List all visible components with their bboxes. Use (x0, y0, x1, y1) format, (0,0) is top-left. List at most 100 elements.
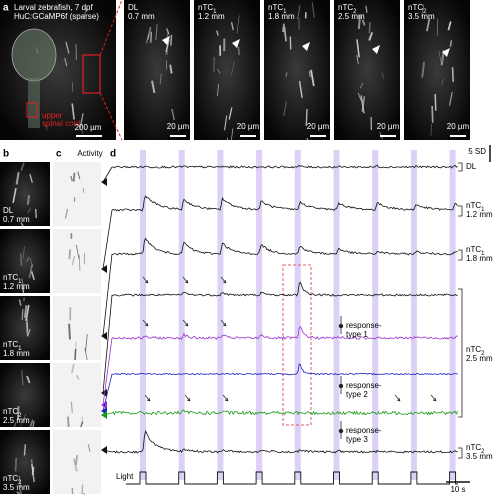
neurite (297, 5, 301, 20)
overview-title: HuC:GCaMP6f (sparse) (14, 12, 99, 21)
label-depth: 3.5 mm (3, 483, 30, 492)
neurite (305, 108, 308, 126)
neurite (381, 72, 384, 79)
pointer (144, 394, 151, 402)
neurite (283, 101, 287, 117)
neurite (224, 115, 228, 131)
pointer (182, 319, 189, 327)
brain-outline (11, 28, 57, 82)
neurite (75, 244, 80, 260)
response-dot (338, 383, 344, 389)
connector-head (101, 401, 107, 409)
neurite (18, 475, 22, 489)
connector (102, 253, 113, 337)
neurite (75, 454, 79, 465)
connector-head (101, 178, 107, 186)
micrograph (124, 0, 190, 140)
response-type: type 1 (346, 330, 368, 339)
neurite (308, 70, 311, 77)
connector (102, 337, 113, 406)
neurite (361, 19, 366, 26)
label-name-text: nTC (466, 345, 481, 354)
neurite (285, 72, 288, 78)
trace (111, 430, 458, 454)
roi-label: upper (42, 111, 63, 120)
micrograph (53, 162, 101, 226)
neurite (451, 67, 454, 82)
connector (102, 209, 113, 270)
neurite (236, 15, 240, 34)
neurite (30, 271, 35, 280)
label-sub: 1 (213, 9, 217, 15)
neurite (16, 405, 20, 421)
label-name-text: nTC (3, 273, 18, 282)
panel-label: c (56, 149, 62, 160)
neurite (22, 246, 25, 259)
connector (102, 294, 113, 394)
pointer (142, 319, 149, 327)
neurite (230, 21, 234, 31)
neurite (82, 187, 85, 193)
label-name: nTC2 (3, 407, 22, 418)
neurite (310, 69, 315, 87)
neurite (421, 4, 425, 17)
neurite (150, 31, 153, 43)
label-name: DL (3, 206, 14, 215)
neurite (70, 401, 74, 413)
neurite (228, 107, 233, 120)
connector-head (101, 446, 107, 454)
neurite (70, 175, 73, 182)
neurite (356, 39, 360, 58)
stimulus-band (372, 150, 379, 480)
label-sub: 2 (423, 9, 427, 15)
panel-label: a (3, 3, 9, 14)
pointer (220, 319, 227, 327)
connector-head (101, 265, 107, 273)
highlight-box (282, 264, 312, 426)
label-sub: 1 (18, 346, 22, 352)
scale-label: 200 µm (75, 123, 102, 132)
neurite (12, 187, 17, 204)
bracket (458, 447, 463, 459)
label-depth: 1.8 mm (268, 12, 295, 21)
label-depth: 3.5 mm (408, 12, 435, 21)
response-type: response- (346, 321, 382, 330)
label-name-text: nTC (3, 340, 18, 349)
connector (102, 166, 113, 183)
label-depth: 2.5 mm (338, 12, 365, 21)
neurite (76, 375, 79, 380)
label-depth: 0.7 mm (3, 215, 30, 224)
stimulus-band (256, 150, 263, 480)
trace (111, 363, 458, 376)
neurite (226, 137, 229, 141)
neurite (14, 457, 18, 472)
stimulus-band (410, 150, 417, 480)
label-depth: 1.2 mm (466, 210, 493, 219)
neurite (21, 309, 24, 320)
label-name-text: nTC (268, 3, 283, 12)
trace (111, 237, 458, 256)
pointer (142, 276, 149, 284)
label-name-text: nTC (466, 201, 481, 210)
neurite (448, 91, 453, 106)
time-scale-label: 10 s (450, 485, 465, 494)
neurite (170, 34, 173, 46)
neurite (29, 257, 33, 267)
neurite (151, 80, 156, 94)
label-name-text: DL (128, 3, 139, 12)
neurite (216, 30, 219, 36)
neurite (31, 464, 35, 483)
neurite (34, 208, 38, 219)
bracket (458, 162, 463, 172)
neurite (20, 222, 24, 227)
neurite (21, 287, 25, 294)
neurite (84, 347, 88, 360)
trace (111, 281, 458, 297)
label-sub: 2 (481, 449, 485, 455)
neurite (21, 369, 24, 386)
neurite (217, 68, 221, 75)
micrograph (404, 0, 470, 140)
scale-label: 20 µm (237, 122, 260, 131)
neurite (26, 256, 30, 262)
